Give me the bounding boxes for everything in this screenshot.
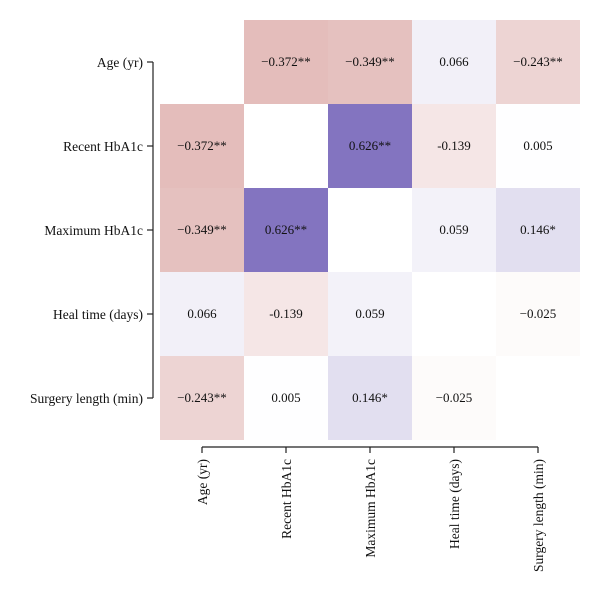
cell-label-r4-c1: 0.005 — [271, 390, 300, 405]
x-axis: Age (yr) Recent HbA1c Maximum HbA1c Heal ti… — [195, 446, 546, 572]
x-tick-label: Heal time (days) — [447, 459, 462, 549]
cell-label-r4-c0: −0.243** — [177, 390, 227, 405]
heatmap-cell-r2-c2 — [328, 188, 412, 272]
cell-label-r3-c4: −0.025 — [520, 306, 557, 321]
y-tick-label: Heal time (days) — [53, 307, 143, 322]
heatmap-cell-r3-c4 — [496, 272, 580, 356]
y-axis: Age (yr) Recent HbA1c Maximum HbA1c Heal ti… — [30, 55, 154, 406]
cell-label-r1-c2: 0.626** — [349, 138, 391, 153]
heatmap-cell-r1-c2 — [328, 104, 412, 188]
cell-label-r2-c4: 0.146* — [520, 222, 556, 237]
cell-label-r3-c2: 0.059 — [355, 306, 384, 321]
heatmap-cell-r0-c3 — [412, 20, 496, 104]
cell-label-r2-c0: −0.349** — [177, 222, 227, 237]
cell-label-r1-c4: 0.005 — [523, 138, 552, 153]
cell-label-r0-c3: 0.066 — [439, 54, 469, 69]
y-tick-label: Surgery length (min) — [30, 391, 143, 406]
cell-label-r1-c0: −0.372** — [177, 138, 227, 153]
heatmap-cell-r4-c4 — [496, 356, 580, 440]
heatmap-cell-r0-c0 — [160, 20, 244, 104]
x-tick-label: Recent HbA1c — [279, 459, 294, 539]
heatmap-cell-r1-c0 — [160, 104, 244, 188]
cell-label-r0-c1: −0.372** — [261, 54, 311, 69]
heatmap-cell-r0-c2 — [328, 20, 412, 104]
x-tick-label: Surgery length (min) — [531, 459, 546, 572]
heatmap-cell-r3-c1 — [244, 272, 328, 356]
heatmap-cell-r2-c1 — [244, 188, 328, 272]
cell-label-r4-c2: 0.146* — [352, 390, 388, 405]
cell-label-r3-c1: -0.139 — [269, 306, 303, 321]
y-tick-label: Maximum HbA1c — [44, 223, 143, 238]
heatmap-cell-r4-c1 — [244, 356, 328, 440]
x-tick-label: Age (yr) — [195, 459, 210, 505]
cell-label-r0-c4: −0.243** — [513, 54, 563, 69]
heatmap-cell-r2-c3 — [412, 188, 496, 272]
cell-label-r2-c1: 0.626** — [265, 222, 307, 237]
heatmap-cell-r3-c3 — [412, 272, 496, 356]
heatmap-cell-r3-c0 — [160, 272, 244, 356]
heatmap-cells — [160, 20, 580, 440]
heatmap-cell-r4-c0 — [160, 356, 244, 440]
cell-label-r0-c2: −0.349** — [345, 54, 395, 69]
cell-label-r2-c3: 0.059 — [439, 222, 468, 237]
heatmap-cell-r0-c1 — [244, 20, 328, 104]
heatmap-cell-r0-c4 — [496, 20, 580, 104]
cell-label-r1-c3: -0.139 — [437, 138, 471, 153]
heatmap-cell-labels: −0.372** −0.349** 0.066 −0.243** −0.372** 0.6… — [177, 54, 563, 405]
heatmap-cell-r2-c0 — [160, 188, 244, 272]
cell-label-r3-c0: 0.066 — [187, 306, 217, 321]
heatmap-cell-r1-c1 — [244, 104, 328, 188]
heatmap-cell-r1-c4 — [496, 104, 580, 188]
heatmap-cell-r4-c3 — [412, 356, 496, 440]
heatmap-cell-r3-c2 — [328, 272, 412, 356]
heatmap-cell-r4-c2 — [328, 356, 412, 440]
y-tick-label: Recent HbA1c — [63, 139, 143, 154]
x-tick-label: Maximum HbA1c — [363, 459, 378, 558]
heatmap-cell-r1-c3 — [412, 104, 496, 188]
heatmap-cell-r2-c4 — [496, 188, 580, 272]
y-tick-label: Age (yr) — [97, 55, 143, 70]
cell-label-r4-c3: −0.025 — [436, 390, 473, 405]
